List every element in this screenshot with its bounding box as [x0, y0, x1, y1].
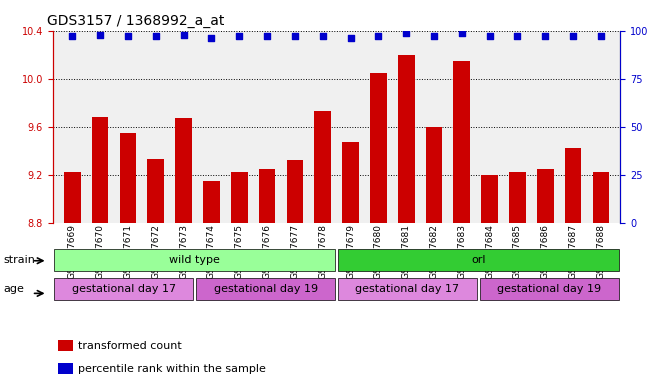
Text: gestational day 17: gestational day 17: [356, 284, 459, 294]
FancyBboxPatch shape: [480, 278, 619, 300]
Point: [262, 33, 273, 40]
Text: percentile rank within the sample: percentile rank within the sample: [79, 364, 266, 374]
Point: [595, 33, 606, 40]
Text: wild type: wild type: [169, 255, 220, 265]
FancyBboxPatch shape: [54, 249, 335, 271]
Bar: [453, 61, 470, 384]
Point: [345, 35, 356, 41]
Bar: [370, 73, 387, 384]
Point: [457, 30, 467, 36]
FancyBboxPatch shape: [338, 249, 619, 271]
FancyBboxPatch shape: [196, 278, 335, 300]
Point: [568, 33, 578, 40]
Point: [317, 33, 328, 40]
Bar: [147, 159, 164, 384]
Bar: [342, 142, 359, 384]
Text: orl: orl: [471, 255, 486, 265]
Bar: [231, 172, 248, 384]
Point: [373, 33, 383, 40]
Point: [123, 33, 133, 40]
Point: [206, 35, 216, 41]
Point: [290, 33, 300, 40]
Bar: [537, 169, 554, 384]
Point: [150, 33, 161, 40]
Bar: [119, 133, 136, 384]
Bar: [59, 339, 73, 351]
Text: transformed count: transformed count: [79, 341, 182, 351]
Bar: [286, 161, 303, 384]
Text: gestational day 19: gestational day 19: [214, 284, 317, 294]
Bar: [59, 362, 73, 374]
Bar: [203, 181, 220, 384]
Point: [540, 33, 550, 40]
Point: [234, 33, 244, 40]
Bar: [481, 175, 498, 384]
Point: [429, 33, 440, 40]
Bar: [175, 118, 192, 384]
Text: gestational day 19: gestational day 19: [498, 284, 601, 294]
Bar: [314, 111, 331, 384]
Bar: [92, 117, 108, 384]
Point: [512, 33, 523, 40]
Bar: [565, 148, 581, 384]
Bar: [259, 169, 275, 384]
Bar: [593, 172, 609, 384]
Text: gestational day 17: gestational day 17: [72, 284, 176, 294]
Text: GDS3157 / 1368992_a_at: GDS3157 / 1368992_a_at: [47, 14, 224, 28]
Point: [67, 33, 78, 40]
Point: [95, 31, 106, 38]
FancyBboxPatch shape: [338, 278, 477, 300]
Bar: [426, 127, 442, 384]
Text: age: age: [3, 284, 24, 294]
Point: [401, 30, 411, 36]
Bar: [398, 55, 414, 384]
FancyBboxPatch shape: [54, 278, 193, 300]
Bar: [64, 172, 81, 384]
Bar: [509, 172, 526, 384]
Point: [484, 33, 495, 40]
Text: strain: strain: [3, 255, 35, 265]
Point: [178, 31, 189, 38]
